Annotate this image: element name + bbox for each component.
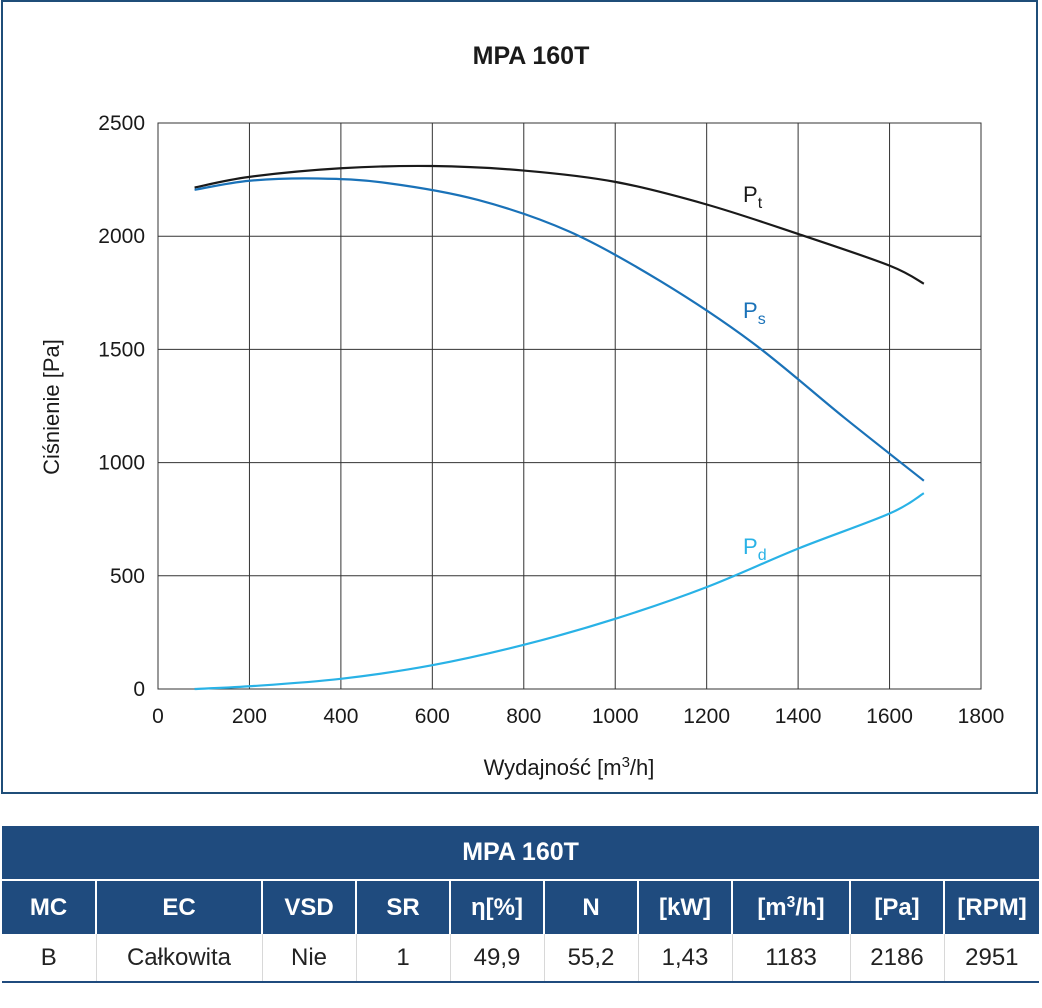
table-header-cell: [m3/h] (732, 880, 851, 934)
x-tick-label: 200 (232, 705, 267, 728)
table-header-cell: VSD (262, 880, 357, 934)
table-header-cell: η[%] (450, 880, 545, 934)
table-title: MPA 160T (2, 826, 1040, 881)
y-tick-label: 2500 (98, 112, 145, 135)
x-tick-label: 600 (415, 705, 450, 728)
chart-frame: MPA 160T 0 200 400 600 800 1000 1200 1400 1600 18… (1, 0, 1038, 794)
x-tick-label: 400 (323, 705, 358, 728)
x-tick-label: 1600 (866, 705, 913, 728)
table-cell: 2951 (944, 934, 1040, 983)
table-cell: 49,9 (450, 934, 545, 983)
table-header-row: MC EC VSD SR η[%] N [kW] [m3/h] [Pa] [RPM] (2, 880, 1040, 934)
y-tick-label: 1500 (98, 338, 145, 361)
table-header-cell: SR (356, 880, 451, 934)
series-line-ps (194, 177, 925, 482)
y-tick-label: 1000 (98, 452, 145, 475)
series-label-pd: Pd (743, 534, 767, 564)
table-row: B Całkowita Nie 1 49,9 55,2 1,43 1183 2186 2951 (2, 934, 1040, 983)
series-line-pt (194, 164, 925, 285)
table-cell: 2186 (850, 934, 945, 983)
x-tick-label: 1400 (775, 705, 822, 728)
x-tick-label: 800 (506, 705, 541, 728)
series-labels: Pt Ps Pd (743, 182, 767, 564)
x-tick-label: 1800 (958, 705, 1005, 728)
y-tick-label: 2000 (98, 225, 145, 248)
series-lines (194, 164, 925, 691)
table-cell: B (2, 934, 97, 983)
series-label-pt: Pt (743, 182, 763, 212)
table-cell: Nie (262, 934, 357, 983)
tick-labels: 0 200 400 600 800 1000 1200 1400 1600 1800 0 500 100… (98, 112, 1004, 728)
table-header-cell: MC (2, 880, 97, 934)
series-line-pd (194, 492, 925, 691)
table-header-cell: [Pa] (850, 880, 945, 934)
grid (157, 122, 982, 690)
parameters-table: MPA 160T MC EC VSD SR η[%] N [kW] [m3/h] [Pa] [RP… (2, 826, 1040, 983)
x-tick-label: 0 (152, 705, 164, 728)
table-cell: Całkowita (96, 934, 263, 983)
y-tick-label: 0 (133, 678, 145, 701)
table-cell: 1,43 (638, 934, 733, 983)
table-cell: 55,2 (544, 934, 639, 983)
series-label-ps: Ps (743, 298, 766, 328)
table-cell: 1 (356, 934, 451, 983)
chart-title: MPA 160T (473, 42, 590, 70)
table-header-cell: EC (96, 880, 263, 934)
table-header-cell: [RPM] (944, 880, 1040, 934)
performance-chart: MPA 160T 0 200 400 600 800 1000 1200 1400 1600 18… (39, 42, 1004, 780)
plot-area (157, 122, 982, 690)
x-tick-label: 1000 (592, 705, 639, 728)
table-header-cell: [kW] (638, 880, 733, 934)
table-header-cell: N (544, 880, 639, 934)
x-tick-label: 1200 (683, 705, 730, 728)
table-cell: 1183 (732, 934, 851, 983)
x-axis-label: Wydajność [m3/h] (484, 754, 655, 780)
y-axis-label: Ciśnienie [Pa] (39, 339, 64, 475)
y-tick-label: 500 (110, 565, 145, 588)
